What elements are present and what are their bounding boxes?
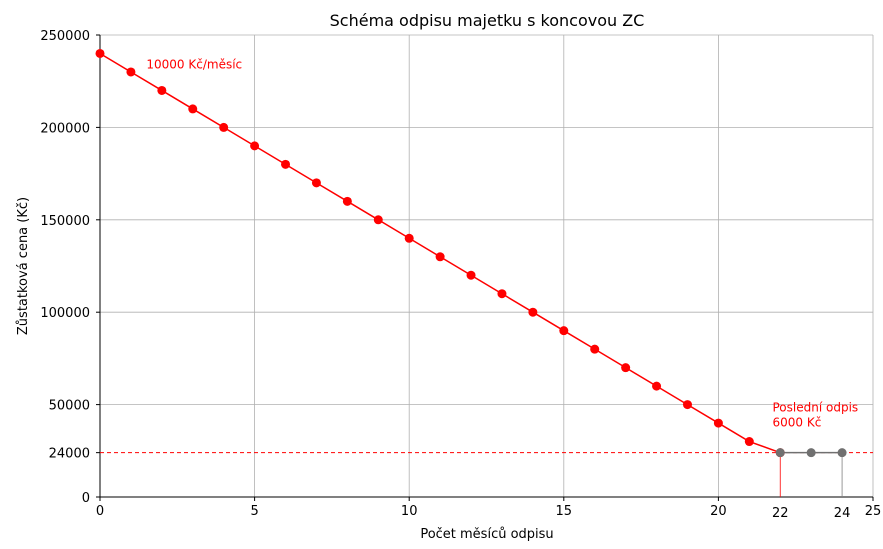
x-tick-label: 15 bbox=[556, 504, 573, 519]
data-point bbox=[250, 141, 260, 151]
data-point bbox=[404, 233, 414, 243]
data-point bbox=[497, 289, 507, 299]
data-point bbox=[126, 67, 136, 77]
x-tick-label: 20 bbox=[710, 504, 727, 519]
chart-title: Schéma odpisu majetku s koncovou ZC bbox=[330, 11, 645, 30]
y-tick-label: 150000 bbox=[40, 214, 90, 229]
y-tick-label: 250000 bbox=[40, 29, 90, 44]
axes bbox=[96, 34, 874, 501]
grid bbox=[100, 34, 874, 497]
data-point bbox=[466, 270, 476, 280]
data-point bbox=[373, 215, 383, 225]
y-tick-label: 200000 bbox=[40, 121, 90, 136]
x-tick-label: 5 bbox=[250, 504, 258, 519]
data-point bbox=[342, 196, 352, 206]
x-tick-label: 0 bbox=[96, 504, 104, 519]
data-point bbox=[559, 326, 569, 336]
data-point bbox=[775, 448, 785, 458]
marker-label: 22 bbox=[772, 506, 789, 521]
data-point bbox=[188, 104, 198, 114]
y-tick-label: 50000 bbox=[49, 399, 90, 414]
residual-value-label: 24000 bbox=[49, 447, 90, 462]
data-point bbox=[713, 418, 723, 428]
data-point bbox=[95, 48, 105, 58]
data-point bbox=[590, 344, 600, 354]
annotation-text: Poslední odpis bbox=[773, 400, 859, 414]
x-tick-label: 25 bbox=[865, 504, 882, 519]
y-tick-label: 0 bbox=[82, 491, 90, 506]
series-points bbox=[95, 48, 847, 458]
data-point bbox=[281, 159, 291, 169]
annotation-text: 10000 Kč/měsíc bbox=[146, 57, 242, 71]
data-point bbox=[157, 85, 167, 95]
data-point bbox=[837, 448, 847, 458]
data-point bbox=[528, 307, 538, 317]
series-lines bbox=[99, 52, 873, 497]
y-tick-label: 100000 bbox=[40, 306, 90, 321]
x-axis-label: Počet měsíců odpisu bbox=[420, 527, 553, 542]
y-axis-label: Zůstatková cena (Kč) bbox=[16, 197, 31, 335]
x-tick-label: 10 bbox=[401, 504, 418, 519]
tick-labels: 0 5 10 15 20 25 0 50000 100000 150000 200000 250000… bbox=[40, 29, 881, 521]
data-point bbox=[744, 437, 754, 447]
data-point bbox=[621, 363, 631, 373]
marker-label: 24 bbox=[834, 506, 851, 521]
annotation-text: 6000 Kč bbox=[773, 415, 822, 429]
data-point bbox=[219, 122, 229, 132]
data-point bbox=[435, 252, 445, 262]
data-point bbox=[652, 381, 662, 391]
data-point bbox=[682, 400, 692, 410]
data-point bbox=[311, 178, 321, 188]
data-point bbox=[806, 448, 816, 458]
